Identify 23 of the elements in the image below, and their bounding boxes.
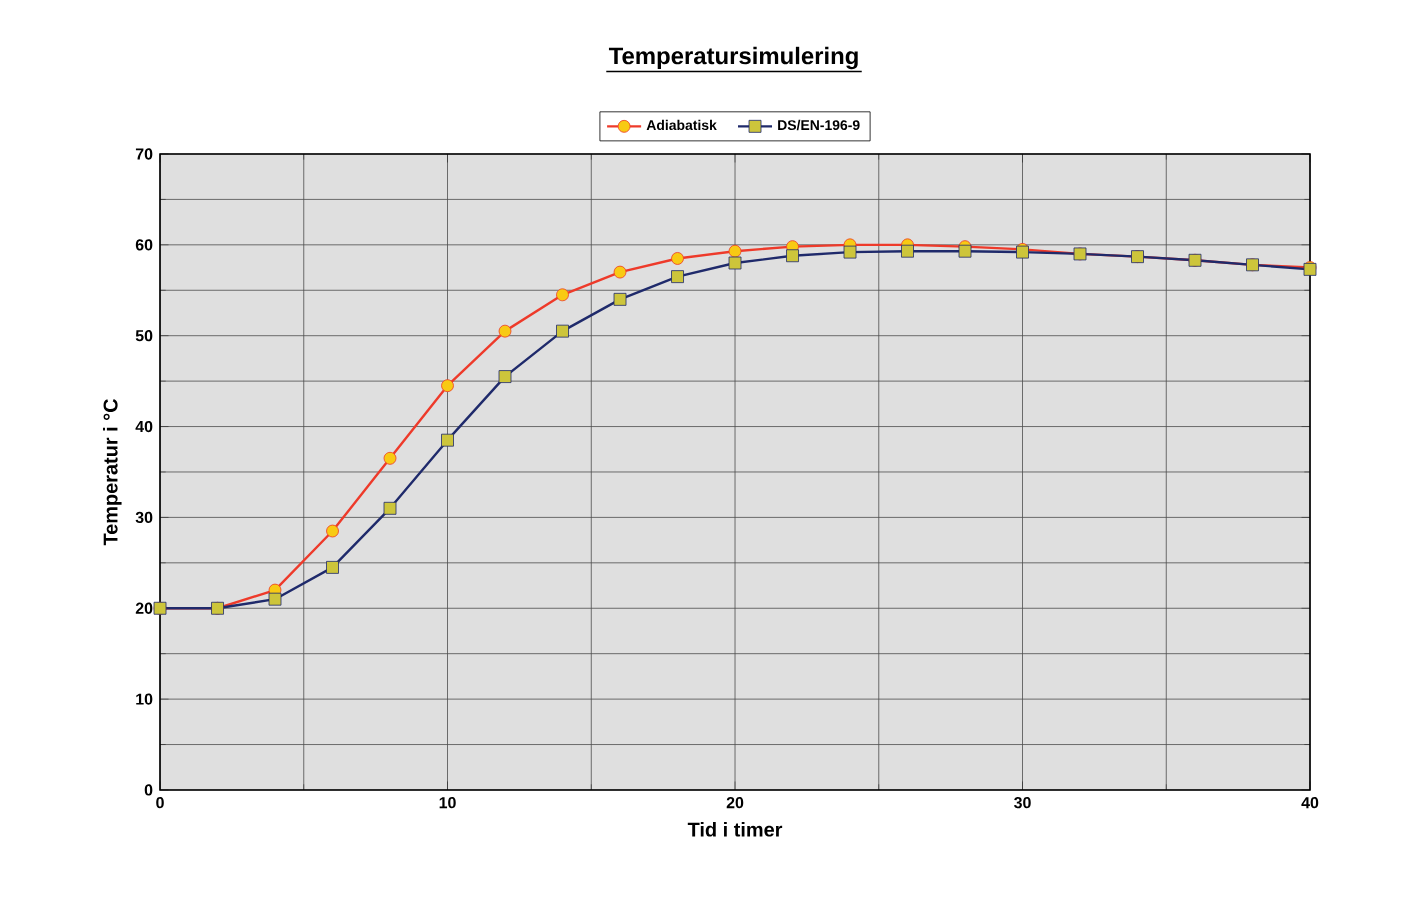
point (613, 292, 627, 306)
point (498, 370, 512, 383)
point (728, 244, 742, 258)
point (268, 592, 282, 606)
point (843, 245, 857, 259)
point (556, 324, 569, 338)
y-axis-title: Temperatur i °C (102, 398, 122, 546)
point (671, 252, 684, 265)
point (498, 324, 512, 338)
point (786, 249, 799, 263)
point (728, 256, 742, 270)
point (671, 270, 684, 284)
point (441, 379, 454, 393)
point (383, 451, 397, 465)
point (441, 433, 454, 447)
point (326, 524, 339, 538)
point (901, 244, 914, 258)
point (326, 560, 339, 574)
x-axis-title: Tid i timer (687, 822, 783, 837)
point (613, 265, 627, 279)
chart-title: Temperatursimulering (608, 46, 858, 70)
point (383, 501, 397, 515)
point (556, 288, 569, 302)
